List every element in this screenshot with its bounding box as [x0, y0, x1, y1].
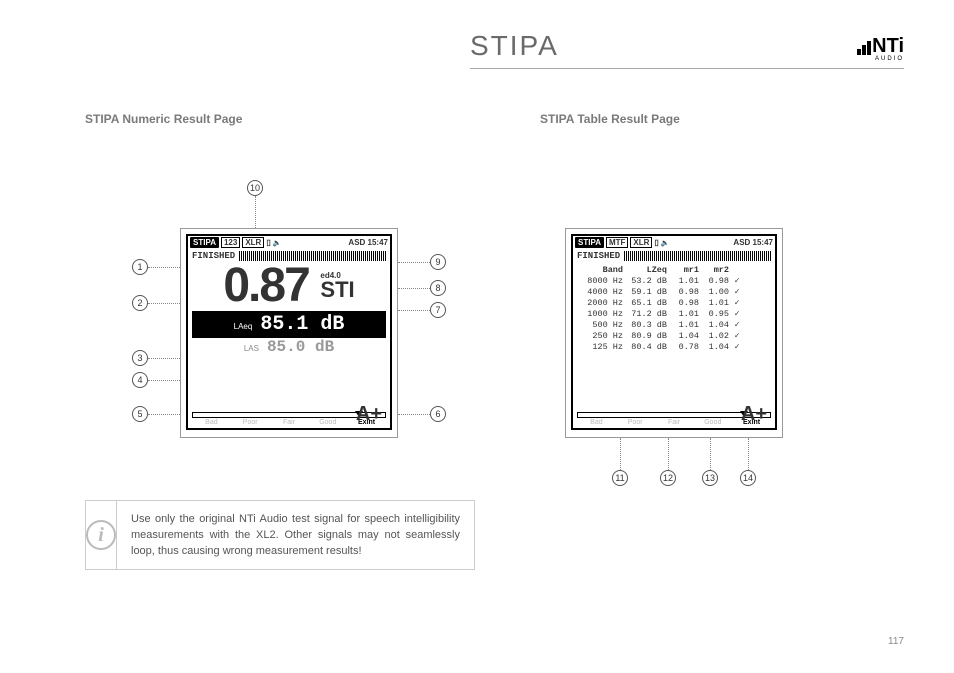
col-lzeq: LZeq [627, 265, 671, 276]
table-row: 1000 Hz71.2 dB1.010.95✓ [579, 309, 769, 320]
quality-label: Poor [616, 419, 655, 426]
laeq-bar: LAeq 85.1 dB [192, 311, 386, 338]
quality-label: Poor [231, 419, 270, 426]
las-label: LAS [244, 344, 259, 353]
quality-label: Good [693, 419, 732, 426]
callout-8: 8 [430, 280, 446, 296]
battery-icon: ▯ [654, 238, 658, 247]
info-icon: i [86, 520, 116, 550]
callout-11: 11 [612, 470, 628, 486]
las-value: 85.0 dB [267, 338, 334, 356]
info-note: i Use only the original NTi Audio test s… [85, 500, 475, 570]
col-mr1: mr1 [671, 265, 701, 276]
quality-scale: Bad Poor Fair Good Exlnt A+ [577, 412, 771, 426]
table-row: 4000 Hz59.1 dB0.981.00✓ [579, 287, 769, 298]
speaker-icon: 🔈 [273, 239, 282, 247]
callout-10: 10 [247, 180, 263, 196]
quality-label: Fair [270, 419, 309, 426]
quality-label: Fair [655, 419, 694, 426]
callout-3: 3 [132, 350, 148, 366]
callout-4: 4 [132, 372, 148, 388]
quality-label: Good [308, 419, 347, 426]
nti-logo: NTi AUDIO [857, 37, 904, 62]
sti-value-block: 0.87 ed4.0 STI [188, 265, 390, 307]
col-band: Band [579, 265, 627, 276]
lcd-topbar: STIPA MTF XLR ▯ 🔈 ASD 15:47 [573, 236, 775, 249]
speaker-icon: 🔈 [661, 239, 670, 247]
laeq-label: LAeq [234, 322, 253, 331]
table-row: 250 Hz80.9 dB1.041.02✓ [579, 331, 769, 342]
quality-label: Bad [192, 419, 231, 426]
sti-value: 0.87 [223, 265, 308, 307]
input-chip: XLR [630, 237, 652, 248]
page-number: 117 [888, 636, 904, 647]
laeq-value: 85.1 dB [260, 313, 344, 336]
progress-barcode [624, 251, 771, 261]
mode-chip: STIPA [575, 237, 604, 248]
callout-2: 2 [132, 295, 148, 311]
table-device-screen: STIPA MTF XLR ▯ 🔈 ASD 15:47 FINISHED Ban… [565, 228, 783, 438]
callout-5: 5 [132, 406, 148, 422]
callout-1: 1 [132, 259, 148, 275]
table-row: 125 Hz80.4 dB0.781.04✓ [579, 342, 769, 353]
callout-13: 13 [702, 470, 718, 486]
numeric-section-title: STIPA Numeric Result Page [85, 112, 242, 126]
input-chip: XLR [242, 237, 264, 248]
numeric-device-screen: STIPA 123 XLR ▯ 🔈 ASD 15:47 FINISHED 0.8… [180, 228, 398, 438]
lcd-topbar: STIPA 123 XLR ▯ 🔈 ASD 15:47 [188, 236, 390, 249]
las-row: LAS 85.0 dB [192, 338, 386, 356]
info-text: Use only the original NTi Audio test sig… [117, 501, 474, 569]
callout-7: 7 [430, 302, 446, 318]
mtf-table: Band LZeq mr1 mr2 8000 Hz53.2 dB1.010.98… [579, 265, 769, 353]
quality-grade: A+ [356, 403, 382, 426]
quality-label: Bad [577, 419, 616, 426]
page-header: STIPA NTi AUDIO [470, 30, 904, 69]
callout-9: 9 [430, 254, 446, 270]
view-chip: 123 [221, 237, 240, 248]
table-row: 2000 Hz65.1 dB0.981.01✓ [579, 298, 769, 309]
mode-chip: STIPA [190, 237, 219, 248]
quality-scale: Bad Poor Fair Good Exlnt A+ [192, 412, 386, 426]
status-label: FINISHED [577, 251, 620, 261]
topbar-clock: ASD 15:47 [733, 238, 773, 247]
callout-14: 14 [740, 470, 756, 486]
table-row: 500 Hz80.3 dB1.011.04✓ [579, 320, 769, 331]
quality-grade: A+ [741, 403, 767, 426]
callout-12: 12 [660, 470, 676, 486]
view-chip: MTF [606, 237, 628, 248]
sti-label: STI [320, 280, 354, 300]
table-section-title: STIPA Table Result Page [540, 112, 680, 126]
topbar-clock: ASD 15:47 [348, 238, 388, 247]
battery-icon: ▯ [266, 238, 270, 247]
table-row: 8000 Hz53.2 dB1.010.98✓ [579, 276, 769, 287]
col-mr2: mr2 [701, 265, 731, 276]
callout-6: 6 [430, 406, 446, 422]
page-title: STIPA [470, 30, 559, 62]
